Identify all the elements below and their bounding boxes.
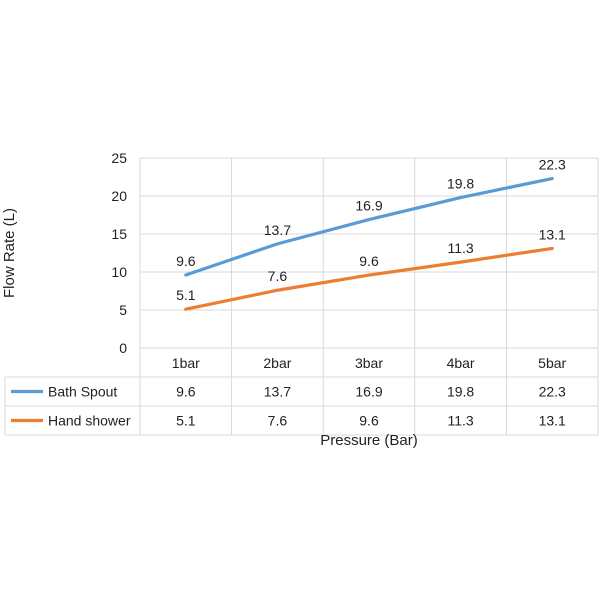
- table-cell: 16.9: [355, 384, 382, 400]
- y-tick-label: 0: [119, 340, 127, 356]
- y-tick-label: 10: [111, 264, 127, 280]
- table-cell: 13.7: [264, 384, 291, 400]
- series-line: [184, 176, 554, 277]
- y-axis-ticks: 0 5 10 15 20 25: [111, 150, 127, 356]
- y-tick-label: 5: [119, 302, 127, 318]
- legend-label: Hand shower: [48, 413, 131, 429]
- data-label: 22.3: [539, 157, 566, 173]
- data-label: 13.7: [264, 222, 291, 238]
- table-cell: 5.1: [176, 413, 196, 429]
- table-cell: 13.1: [539, 413, 566, 429]
- y-tick-label: 15: [111, 226, 127, 242]
- data-label: 9.6: [359, 253, 379, 269]
- x-tick-label: 5bar: [538, 355, 566, 371]
- data-table: 1bar 2bar 3bar 4bar 5bar Bath Spout 9.6 13.7 16.…: [4, 347, 599, 436]
- table-cell: 11.3: [447, 413, 473, 429]
- x-axis-title: Pressure (Bar): [320, 432, 418, 449]
- data-label: 11.3: [447, 240, 473, 256]
- y-tick-label: 25: [111, 150, 127, 166]
- x-tick-label: 2bar: [263, 355, 291, 371]
- legend-label: Bath Spout: [48, 384, 117, 400]
- data-label: 9.6: [176, 253, 196, 269]
- x-tick-label: 3bar: [355, 355, 383, 371]
- series-lines: [184, 176, 554, 311]
- y-axis-title: Flow Rate (L): [1, 208, 18, 298]
- data-label: 5.1: [176, 287, 196, 303]
- y-tick-label: 20: [111, 188, 127, 204]
- series-line: [184, 246, 554, 311]
- data-label: 16.9: [355, 198, 382, 214]
- data-labels: 9.6 13.7 16.9 19.8 22.3 5.1 7.6 9.6 11.3 13.1: [176, 157, 566, 304]
- table-cell: 9.6: [176, 384, 196, 400]
- x-tick-label: 1bar: [172, 355, 200, 371]
- table-cell: 19.8: [447, 384, 474, 400]
- gridlines: [139, 157, 599, 349]
- data-label: 19.8: [447, 176, 474, 192]
- table-cell: 22.3: [539, 384, 566, 400]
- table-cell: 9.6: [359, 413, 379, 429]
- table-cell: 7.6: [268, 413, 288, 429]
- x-tick-label: 4bar: [447, 355, 475, 371]
- data-label: 13.1: [539, 226, 566, 242]
- data-label: 7.6: [268, 268, 288, 284]
